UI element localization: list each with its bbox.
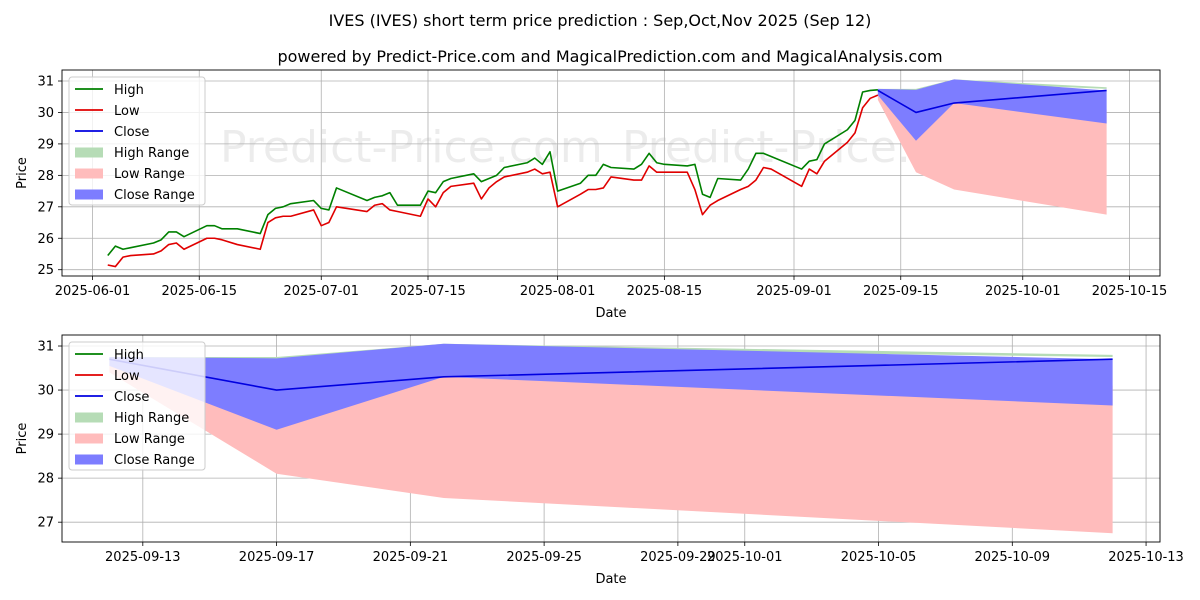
legend-label: High: [114, 83, 144, 98]
plot-area: [109, 343, 1113, 534]
y-tick-label: 26: [37, 232, 54, 247]
axes-frame: [61, 69, 1161, 277]
top-panel: Predict-Price.com Predict-Price.com2025-0…: [15, 69, 1168, 321]
x-tick-label: 2025-10-09: [975, 550, 1051, 565]
y-tick-label: 30: [37, 384, 54, 399]
legend-swatch: [75, 168, 103, 179]
x-tick-label: 2025-07-01: [283, 284, 359, 299]
y-axis-label: Price: [15, 157, 30, 189]
legend-label: Close Range: [114, 453, 195, 468]
y-axis-label: Price: [15, 423, 30, 455]
axes-frame: [61, 334, 1161, 543]
y-tick-label: 28: [37, 169, 54, 184]
y-tick-label: 27: [37, 516, 54, 531]
x-axis-label: Date: [595, 572, 626, 587]
close-series-line: [877, 89, 1107, 114]
watermark-text: Predict-Price.com: [220, 122, 603, 173]
bottom-panel: Predict-Price.comPredict-Price.com2025-0…: [15, 334, 1184, 587]
legend: High Low Close High Range Low Range Close Ran…: [68, 76, 206, 206]
x-tick-label: 2025-09-17: [239, 550, 315, 565]
x-axis-label: Date: [595, 306, 626, 321]
legend-label: Low: [114, 104, 140, 119]
x-tick-label: 2025-10-01: [985, 284, 1061, 299]
legend-swatch: [75, 454, 103, 465]
x-tick-label: 2025-10-05: [841, 550, 917, 565]
legend: High Low Close High Range Low Range Close Ran…: [68, 341, 206, 471]
y-tick-label: 29: [37, 137, 54, 152]
y-tick-label: 25: [37, 263, 54, 278]
legend-label: Low Range: [114, 432, 185, 447]
x-tick-label: 2025-09-13: [105, 550, 181, 565]
x-tick-label: 2025-10-01: [707, 550, 783, 565]
low-range-band: [877, 93, 1107, 215]
y-tick-label: 30: [37, 106, 54, 121]
y-tick-label: 27: [37, 200, 54, 215]
high-series-line: [107, 89, 878, 257]
low-range-band: [109, 363, 1113, 534]
x-tick-label: 2025-09-25: [506, 550, 582, 565]
legend-label: Close Range: [114, 188, 195, 203]
low-series-line: [107, 94, 879, 268]
legend-label: Low: [114, 369, 140, 384]
legend-swatch: [75, 147, 103, 158]
legend-label: High Range: [114, 411, 189, 426]
legend-label: Close: [114, 390, 149, 405]
legend-label: High: [114, 348, 144, 363]
plot-area: [107, 79, 1107, 268]
x-tick-label: 2025-06-15: [161, 284, 237, 299]
legend-swatch: [75, 433, 103, 444]
x-tick-label: 2025-07-15: [390, 284, 466, 299]
x-tick-label: 2025-09-01: [756, 284, 832, 299]
x-tick-label: 2025-10-15: [1092, 284, 1168, 299]
y-tick-label: 28: [37, 472, 54, 487]
x-tick-label: 2025-10-13: [1108, 550, 1184, 565]
y-tick-label: 31: [37, 75, 54, 90]
y-tick-label: 29: [37, 428, 54, 443]
y-tick-label: 31: [37, 340, 54, 355]
x-tick-label: 2025-08-01: [520, 284, 596, 299]
legend-label: Low Range: [114, 167, 185, 182]
legend-swatch: [75, 189, 103, 200]
x-tick-label: 2025-06-01: [55, 284, 131, 299]
x-tick-label: 2025-09-29: [640, 550, 716, 565]
x-tick-label: 2025-09-21: [373, 550, 449, 565]
chart-subtitle: powered by Predict-Price.com and Magical…: [277, 47, 942, 66]
legend-swatch: [75, 412, 103, 423]
legend-label: Close: [114, 125, 149, 140]
legend-label: High Range: [114, 146, 189, 161]
x-tick-label: 2025-08-15: [627, 284, 703, 299]
x-tick-label: 2025-09-15: [863, 284, 939, 299]
chart-title: IVES (IVES) short term price prediction …: [329, 11, 872, 30]
